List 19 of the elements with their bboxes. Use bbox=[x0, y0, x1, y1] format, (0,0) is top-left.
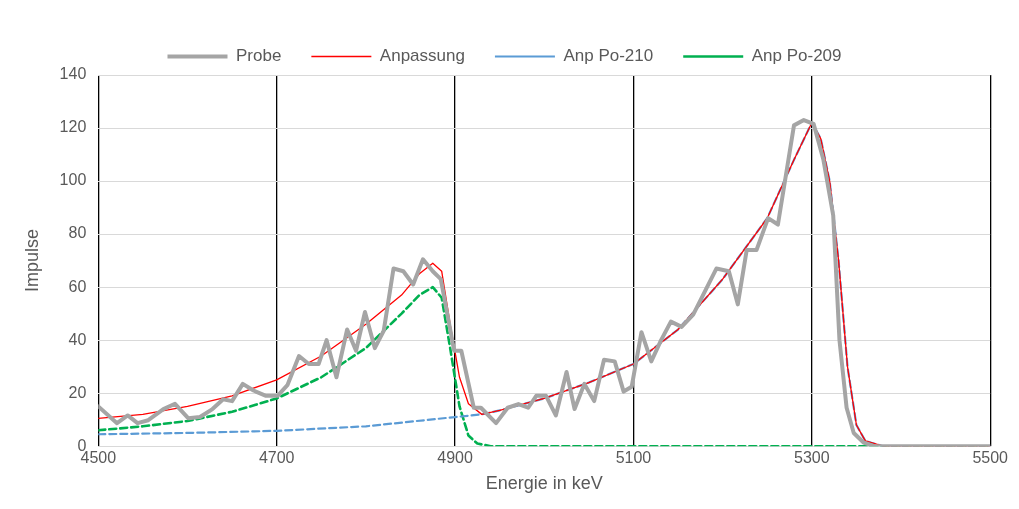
legend-label: Anp Po-210 bbox=[563, 46, 654, 66]
y-tick-label: 20 bbox=[68, 383, 87, 401]
x-tick-label: 5500 bbox=[972, 449, 1009, 467]
x-tick-label: 4500 bbox=[80, 449, 117, 467]
x-tick-label: 5300 bbox=[794, 449, 830, 467]
y-tick-label: 40 bbox=[68, 330, 87, 348]
x-tick-label: 5100 bbox=[615, 449, 652, 467]
y-tick-label: 100 bbox=[59, 171, 87, 189]
y-axis-title: Impulse bbox=[21, 229, 42, 293]
legend-label: Anpassung bbox=[379, 46, 465, 66]
y-tick-label: 140 bbox=[59, 65, 87, 83]
y-tick-label: 80 bbox=[68, 224, 87, 242]
y-tick-label: 120 bbox=[59, 118, 87, 136]
x-axis-title: Energie in keV bbox=[485, 473, 603, 494]
legend-label: Anp Po-209 bbox=[751, 46, 842, 66]
x-tick-label: 4700 bbox=[258, 449, 295, 467]
y-tick-label: 60 bbox=[68, 277, 87, 295]
legend-label: Probe bbox=[236, 46, 282, 66]
x-tick-label: 4900 bbox=[437, 449, 473, 467]
